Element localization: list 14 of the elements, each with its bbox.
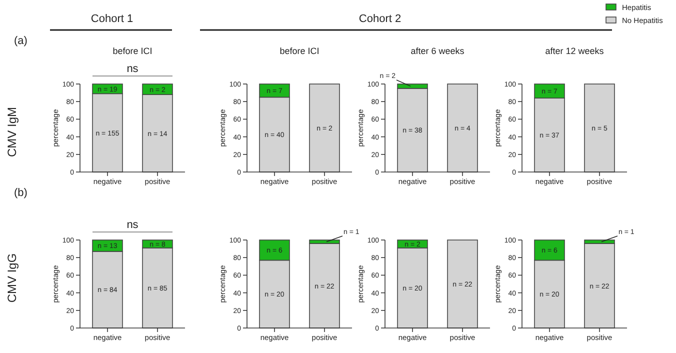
text: Cohort 1 xyxy=(90,13,134,25)
bar xyxy=(584,243,615,328)
chart-title: before ICI xyxy=(280,46,320,56)
text: ns xyxy=(126,63,139,75)
bar xyxy=(309,243,340,328)
text: CMV IgG xyxy=(5,253,19,303)
chart-title: after 12 weeks xyxy=(545,46,604,56)
chart-title: before ICI xyxy=(112,46,152,56)
text: Cohort 2 xyxy=(358,13,402,25)
text: (a) xyxy=(14,35,28,47)
text: ns xyxy=(126,219,139,231)
text: (b) xyxy=(14,187,28,199)
text: CMV IgM xyxy=(5,106,19,158)
chart-title: after 6 weeks xyxy=(410,46,465,56)
